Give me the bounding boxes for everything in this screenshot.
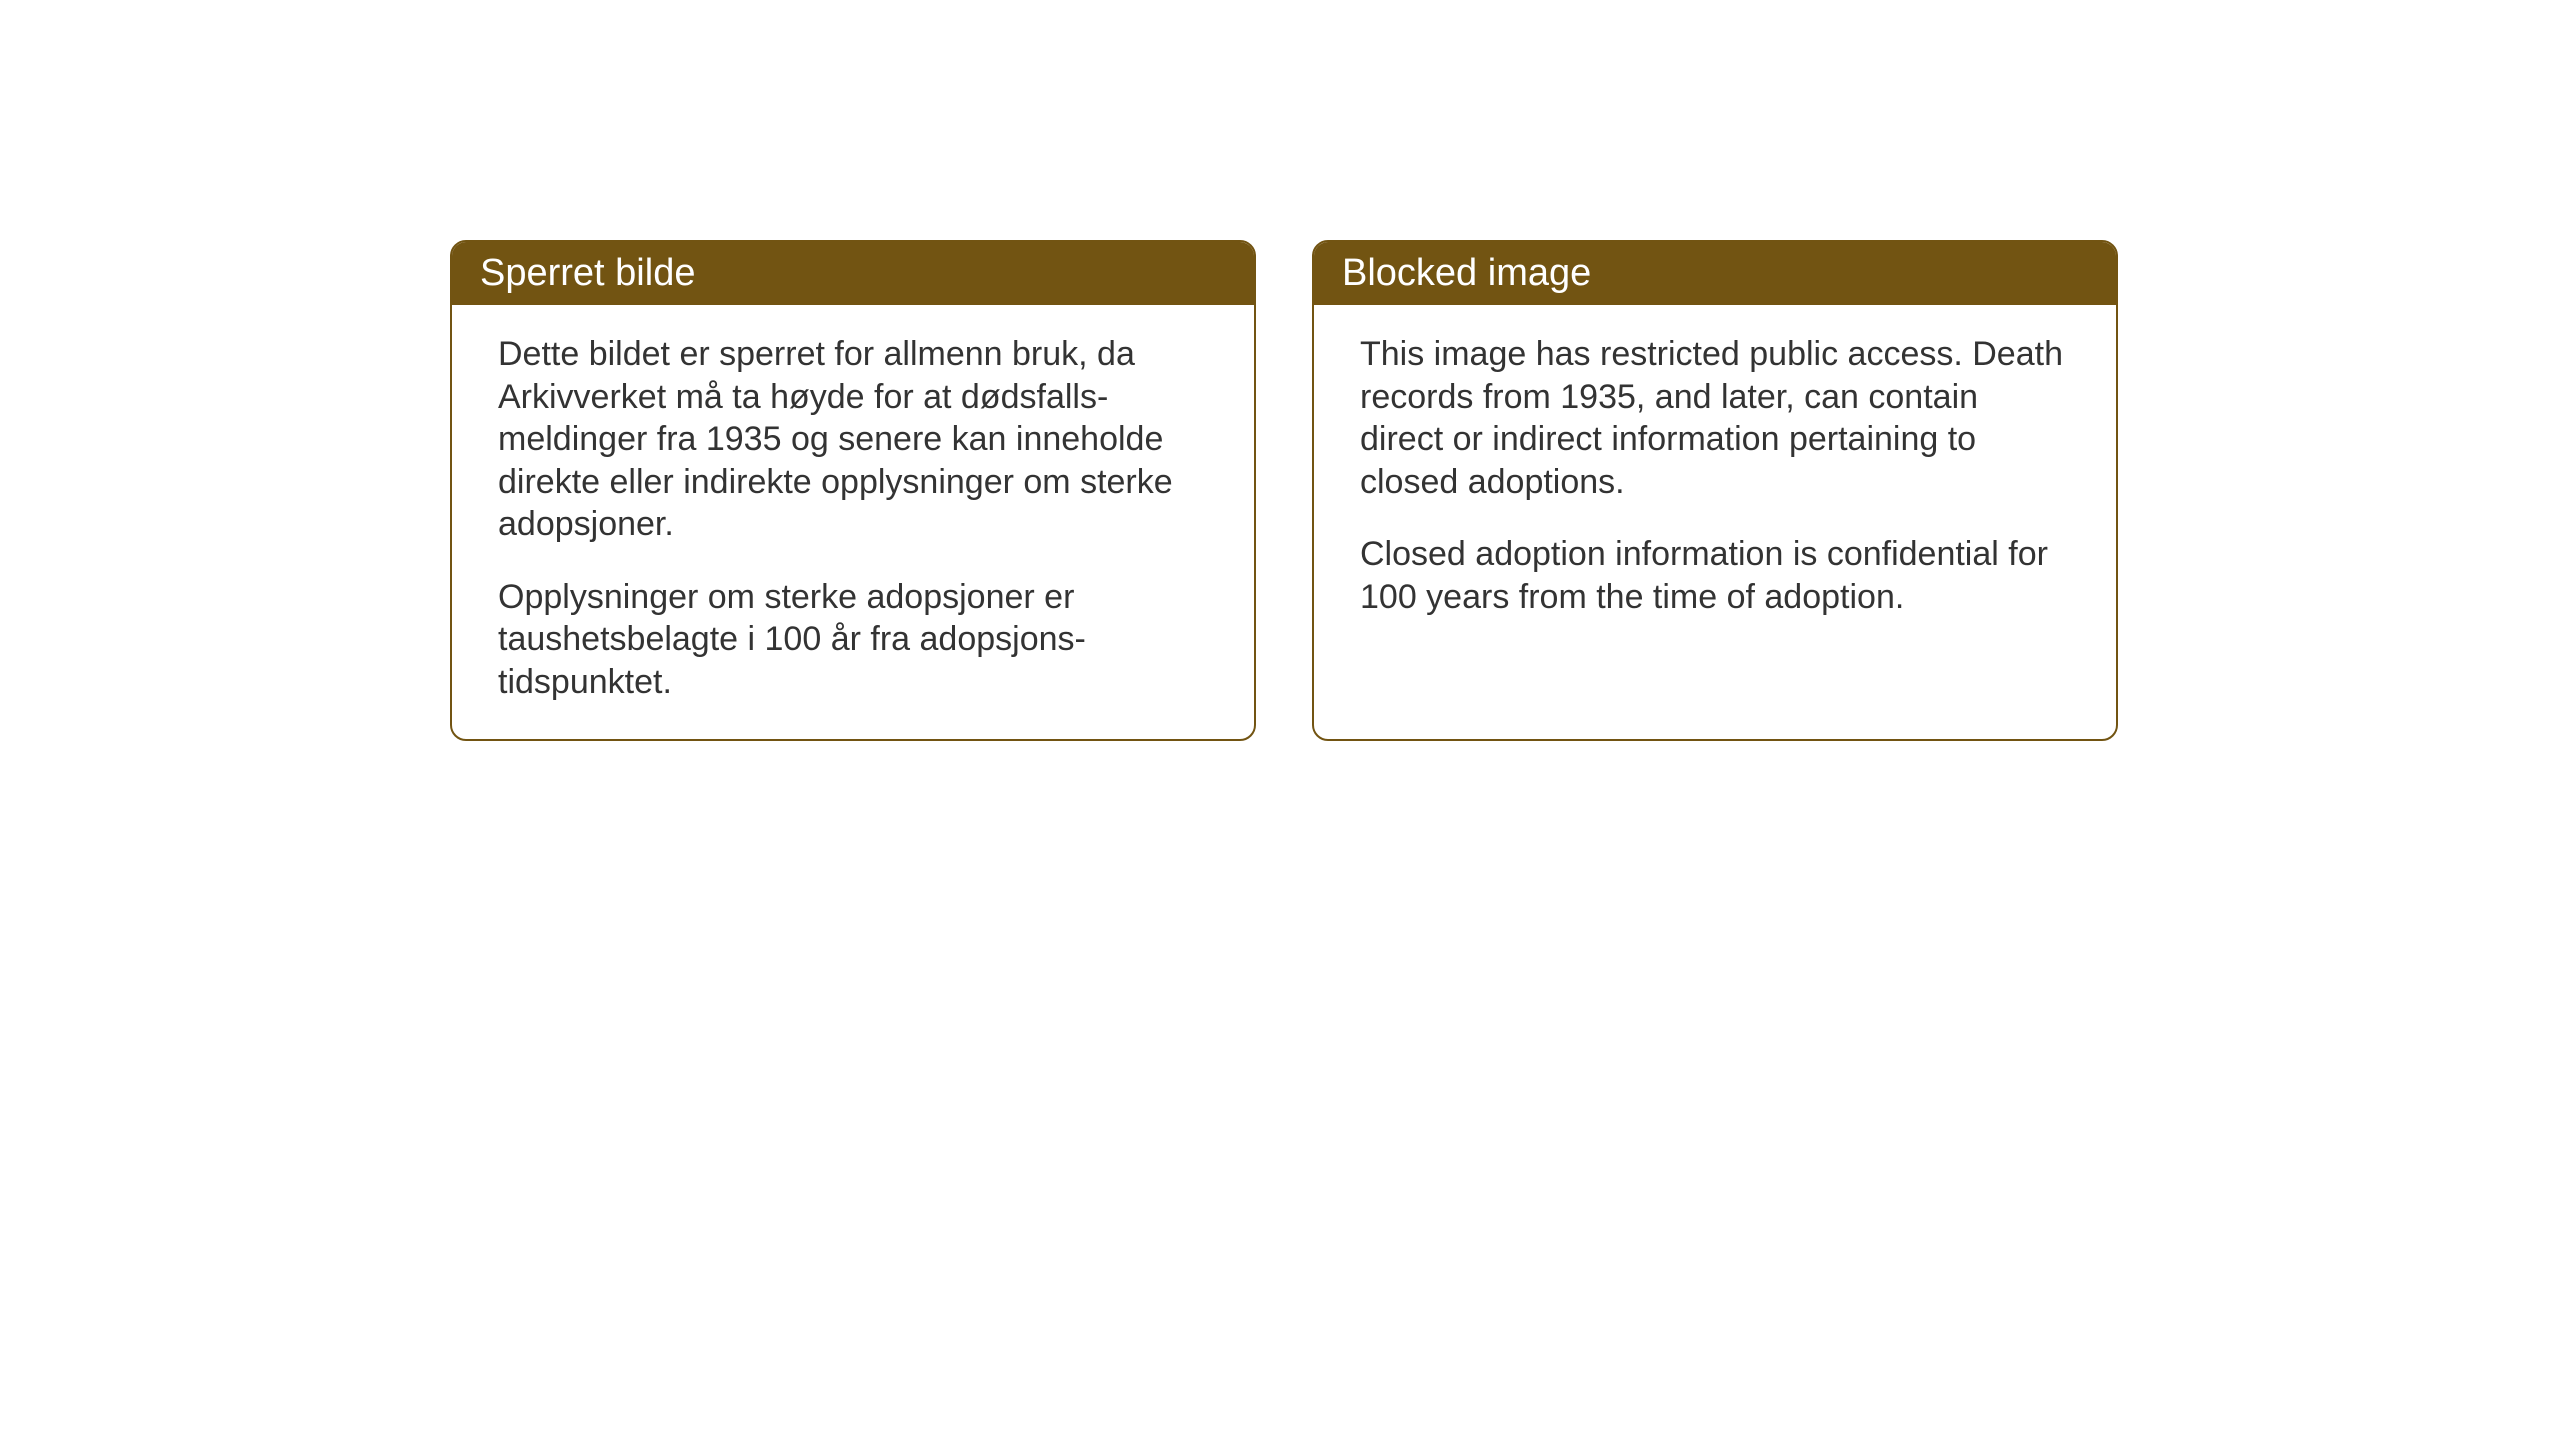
notice-title-norwegian: Sperret bilde	[480, 252, 695, 294]
notice-header-english: Blocked image	[1314, 242, 2116, 305]
notice-container: Sperret bilde Dette bildet er sperret fo…	[450, 240, 2118, 741]
notice-title-english: Blocked image	[1342, 252, 1591, 294]
notice-card-english: Blocked image This image has restricted …	[1312, 240, 2118, 741]
notice-paragraph-2-norwegian: Opplysninger om sterke adopsjoner er tau…	[498, 576, 1208, 704]
notice-paragraph-1-norwegian: Dette bildet er sperret for allmenn bruk…	[498, 333, 1208, 546]
notice-card-norwegian: Sperret bilde Dette bildet er sperret fo…	[450, 240, 1256, 741]
notice-body-english: This image has restricted public access.…	[1314, 305, 2116, 654]
notice-paragraph-1-english: This image has restricted public access.…	[1360, 333, 2070, 503]
notice-paragraph-2-english: Closed adoption information is confident…	[1360, 533, 2070, 618]
notice-header-norwegian: Sperret bilde	[452, 242, 1254, 305]
notice-body-norwegian: Dette bildet er sperret for allmenn bruk…	[452, 305, 1254, 739]
